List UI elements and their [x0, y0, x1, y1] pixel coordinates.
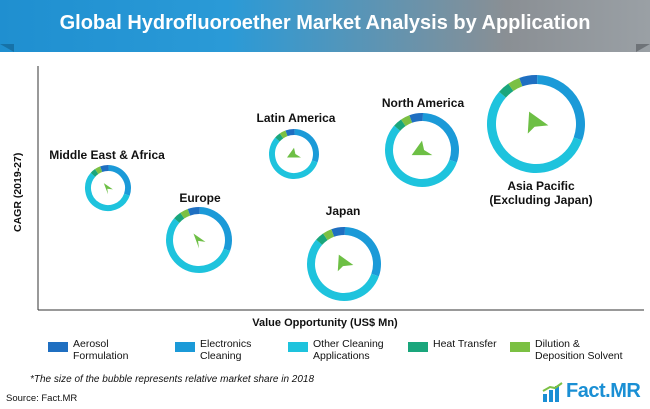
ring-segment: [100, 165, 109, 173]
bubble-asia-pacific-excluding-japan: Asia Pacific(Excluding Japan): [487, 75, 593, 207]
bubble-latin-america: Latin America: [257, 111, 336, 179]
region-label: North America: [382, 96, 465, 110]
ring-segment: [294, 129, 319, 163]
region-label: Latin America: [257, 111, 336, 125]
legend-label-aerosol-1: Aerosol: [73, 338, 109, 350]
ring-segment: [285, 129, 295, 137]
ring-segment: [536, 75, 585, 141]
region-label: (Excluding Japan): [489, 193, 592, 207]
bubble-japan: Japan: [307, 204, 381, 301]
ring-segment: [307, 239, 379, 301]
legend-label-electronics-1: Electronics: [200, 338, 252, 350]
ring-segment: [90, 169, 99, 177]
x-axis-label: Value Opportunity (US$ Mn): [252, 317, 398, 329]
bubbles-group: Middle East & Africa Europe Latin America J…: [49, 75, 593, 301]
ring-segment: [269, 137, 318, 179]
ring-segment: [499, 83, 514, 98]
ring-segment: [487, 91, 583, 173]
bubble-middle-east-africa: Middle East & Africa: [49, 148, 165, 211]
chart-axes: [37, 66, 644, 311]
ring-segment: [422, 113, 459, 163]
logo-text-dot: .: [605, 380, 611, 402]
banner-fold-left: [0, 44, 14, 52]
ring-segment: [94, 166, 103, 175]
trend-arrow-icon: [103, 183, 113, 195]
legend-label-aerosol-2: Formulation: [73, 350, 129, 362]
source-note: Source: Fact.MR: [6, 393, 78, 404]
region-label: Asia Pacific: [507, 179, 575, 193]
chart-title: Global Hydrofluoroether Market Analysis …: [59, 12, 591, 34]
trend-arrow-icon: [337, 254, 354, 272]
banner-fold-right: [636, 44, 650, 52]
region-label: Europe: [179, 191, 221, 205]
legend-label-other-cleaning-2: Applications: [313, 350, 370, 362]
legend-swatch-aerosol: [48, 342, 68, 352]
y-axis-label: CAGR (2019-27): [12, 152, 24, 232]
trend-arrow-icon: [527, 111, 549, 134]
ring-segment: [401, 115, 413, 127]
bubble-europe: Europe: [166, 191, 232, 273]
legend-label-electronics-2: Cleaning: [200, 350, 242, 362]
ring-segment: [166, 218, 231, 273]
region-label: Japan: [326, 204, 361, 218]
logo-text-end: MR: [610, 380, 641, 402]
ring-segment: [275, 133, 284, 142]
ring-segment: [108, 165, 131, 196]
ring-segment: [331, 227, 345, 237]
legend-label-dilution-1: Dilution &: [535, 338, 580, 350]
ring-segment: [508, 77, 523, 92]
ring-segment: [187, 207, 200, 216]
ring-segment: [180, 209, 191, 219]
ring-segment: [323, 229, 335, 241]
region-label: Middle East & Africa: [49, 148, 165, 162]
legend-swatch-electronics: [175, 342, 195, 352]
ring-segment: [344, 227, 381, 277]
legend-label-heat-transfer-1: Heat Transfer: [433, 338, 497, 350]
legend-label-dilution-2: Deposition Solvent: [535, 350, 623, 362]
footnote: *The size of the bubble represents relat…: [30, 374, 315, 385]
legend-swatch-other-cleaning: [288, 342, 308, 352]
ring-segment: [316, 233, 328, 246]
legend-swatch-heat-transfer: [408, 342, 428, 352]
ring-segment: [279, 130, 288, 139]
header-banner: Global Hydrofluoroether Market Analysis …: [0, 0, 650, 52]
ring-segment: [85, 172, 130, 211]
logo-wordmark: Fact.MR: [566, 380, 641, 403]
logo-text-main: Fact: [566, 380, 606, 402]
ring-segment: [394, 119, 406, 132]
bubble-north-america: North America: [382, 96, 465, 187]
legend: Aerosol Formulation Electronics Cleaning…: [48, 338, 648, 368]
ring-segment: [385, 125, 457, 187]
ring-segment: [199, 207, 232, 252]
legend-label-other-cleaning-1: Other Cleaning: [313, 338, 384, 350]
trend-arrow-icon: [287, 147, 301, 158]
legend-swatch-dilution: [510, 342, 530, 352]
bar-chart-icon: [542, 382, 563, 402]
ring-segment: [519, 75, 538, 87]
factmr-logo: Fact.MR: [542, 380, 646, 404]
ring-segment: [409, 113, 423, 123]
ring-segment: [174, 212, 185, 223]
trend-arrow-icon: [193, 233, 206, 249]
trend-arrow-icon: [411, 140, 433, 156]
